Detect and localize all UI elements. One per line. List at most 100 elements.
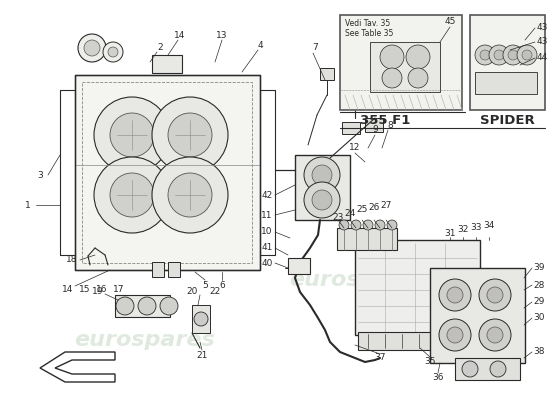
Bar xyxy=(288,258,310,274)
Bar xyxy=(337,228,397,250)
Bar xyxy=(342,122,360,134)
Text: 15: 15 xyxy=(79,286,91,294)
Circle shape xyxy=(116,297,134,315)
Bar xyxy=(340,90,462,110)
Text: 40: 40 xyxy=(261,258,273,268)
Bar xyxy=(358,332,478,350)
Bar xyxy=(355,240,480,335)
Text: See Table 35: See Table 35 xyxy=(345,28,393,38)
Text: 14: 14 xyxy=(62,286,74,294)
Polygon shape xyxy=(40,352,115,382)
Circle shape xyxy=(304,157,340,193)
Circle shape xyxy=(380,45,404,69)
Circle shape xyxy=(387,220,397,230)
Circle shape xyxy=(78,34,106,62)
Circle shape xyxy=(503,45,523,65)
Bar xyxy=(168,262,180,277)
Text: 42: 42 xyxy=(261,190,273,200)
Text: 19: 19 xyxy=(92,286,104,296)
Text: 18: 18 xyxy=(66,256,78,264)
Circle shape xyxy=(94,157,170,233)
Circle shape xyxy=(351,220,361,230)
Bar xyxy=(192,305,210,333)
Circle shape xyxy=(103,42,123,62)
Bar xyxy=(82,82,252,263)
Circle shape xyxy=(494,50,504,60)
Circle shape xyxy=(152,157,228,233)
Circle shape xyxy=(312,190,332,210)
Text: 11: 11 xyxy=(261,210,273,220)
Text: 5: 5 xyxy=(202,280,208,290)
Text: 43: 43 xyxy=(537,38,548,46)
Text: Vedi Tav. 35: Vedi Tav. 35 xyxy=(345,18,390,28)
Circle shape xyxy=(480,50,490,60)
Bar xyxy=(152,55,182,73)
Text: 36: 36 xyxy=(432,374,444,382)
Text: 20: 20 xyxy=(186,286,197,296)
Circle shape xyxy=(479,319,511,351)
Circle shape xyxy=(304,182,340,218)
Circle shape xyxy=(447,327,463,343)
Text: 21: 21 xyxy=(196,350,208,360)
Circle shape xyxy=(110,173,154,217)
Text: 22: 22 xyxy=(210,286,221,296)
Text: 39: 39 xyxy=(533,264,544,272)
Circle shape xyxy=(489,45,509,65)
Text: 45: 45 xyxy=(444,18,456,26)
Text: 7: 7 xyxy=(312,44,318,52)
Circle shape xyxy=(447,287,463,303)
Text: 16: 16 xyxy=(96,286,108,294)
Text: 9: 9 xyxy=(372,126,378,134)
Text: 35: 35 xyxy=(424,358,436,366)
Text: 44: 44 xyxy=(537,54,548,62)
Text: 4: 4 xyxy=(257,40,263,50)
Text: eurospares: eurospares xyxy=(290,270,430,290)
Text: 24: 24 xyxy=(344,208,356,218)
Circle shape xyxy=(487,287,503,303)
Text: 43: 43 xyxy=(537,24,548,32)
Circle shape xyxy=(94,97,170,173)
Bar xyxy=(115,295,170,317)
Circle shape xyxy=(110,113,154,157)
Circle shape xyxy=(479,279,511,311)
Circle shape xyxy=(382,68,402,88)
Text: 30: 30 xyxy=(533,314,544,322)
Text: 27: 27 xyxy=(380,200,392,210)
Bar xyxy=(295,155,350,220)
Text: 355 F1: 355 F1 xyxy=(360,114,410,126)
Bar xyxy=(152,262,164,277)
Text: 23: 23 xyxy=(332,214,344,222)
Text: 10: 10 xyxy=(261,228,273,236)
Circle shape xyxy=(408,68,428,88)
Text: 38: 38 xyxy=(533,348,544,356)
Bar xyxy=(365,118,383,132)
Text: eurospares: eurospares xyxy=(75,330,216,350)
Bar xyxy=(470,15,545,110)
Circle shape xyxy=(138,297,156,315)
Circle shape xyxy=(108,47,118,57)
Text: 17: 17 xyxy=(113,286,125,294)
Circle shape xyxy=(439,319,471,351)
Circle shape xyxy=(152,97,228,173)
Bar xyxy=(75,75,260,270)
Text: 8: 8 xyxy=(387,120,393,130)
Circle shape xyxy=(84,40,100,56)
Text: 33: 33 xyxy=(470,224,482,232)
Circle shape xyxy=(439,279,471,311)
Circle shape xyxy=(363,220,373,230)
Circle shape xyxy=(490,361,506,377)
Text: 26: 26 xyxy=(368,202,379,212)
Circle shape xyxy=(312,165,332,185)
Bar xyxy=(320,68,334,80)
Circle shape xyxy=(160,297,178,315)
Circle shape xyxy=(406,45,430,69)
Text: 2: 2 xyxy=(157,42,163,52)
Text: 41: 41 xyxy=(261,244,273,252)
Circle shape xyxy=(475,45,495,65)
Text: 28: 28 xyxy=(533,280,544,290)
Bar xyxy=(430,268,525,363)
Text: 29: 29 xyxy=(533,298,544,306)
Text: 34: 34 xyxy=(483,222,494,230)
Bar xyxy=(370,42,440,92)
Text: 14: 14 xyxy=(174,30,186,40)
